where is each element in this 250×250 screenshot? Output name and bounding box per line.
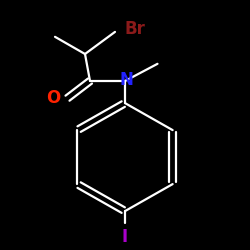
Text: O: O [46, 89, 60, 107]
Text: N: N [119, 71, 133, 89]
Text: I: I [122, 228, 128, 246]
Text: Br: Br [125, 20, 146, 38]
